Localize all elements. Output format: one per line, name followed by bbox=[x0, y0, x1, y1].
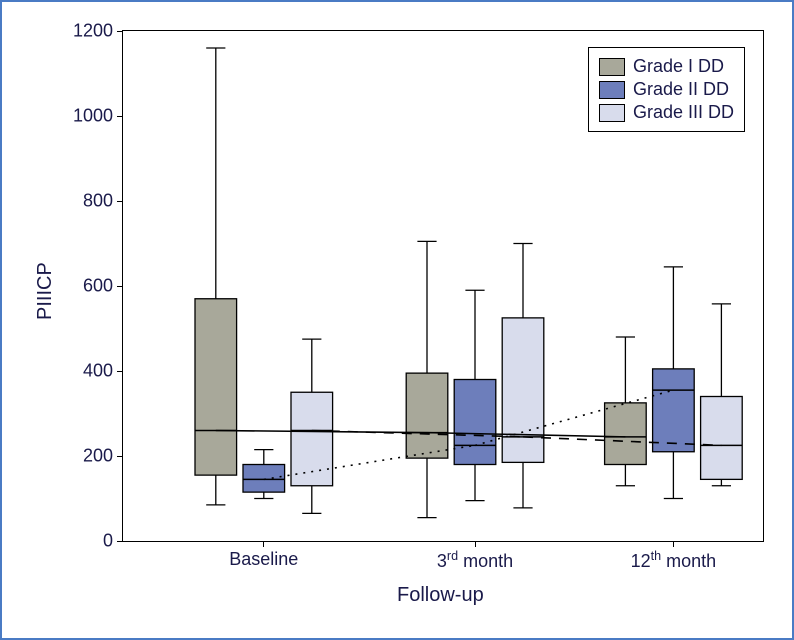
y-tick-label: 600 bbox=[83, 276, 123, 297]
x-tick-label: Baseline bbox=[229, 541, 298, 570]
x-tick-label: 3rd month bbox=[437, 541, 513, 572]
plot-area: Grade I DDGrade II DDGrade III DD 020040… bbox=[122, 30, 764, 542]
legend-label: Grade II DD bbox=[633, 79, 729, 100]
legend-row: Grade I DD bbox=[599, 56, 734, 77]
y-tick-label: 1200 bbox=[73, 21, 123, 42]
legend-swatch bbox=[599, 58, 625, 76]
legend-label: Grade III DD bbox=[633, 102, 734, 123]
y-axis-label: PIIICP bbox=[34, 262, 57, 320]
y-tick-label: 1000 bbox=[73, 106, 123, 127]
x-tick-label: 12th month bbox=[631, 541, 717, 572]
figure-frame: Grade I DDGrade II DDGrade III DD 0 200 40… bbox=[0, 0, 794, 640]
y-tick-label: 400 bbox=[83, 361, 123, 382]
legend-label: Grade I DD bbox=[633, 56, 724, 77]
y-tick-label: 200 bbox=[83, 446, 123, 467]
legend-row: Grade III DD bbox=[599, 102, 734, 123]
legend-swatch bbox=[599, 104, 625, 122]
legend: Grade I DDGrade II DDGrade III DD bbox=[588, 47, 745, 132]
y-tick-label: 0 bbox=[103, 531, 123, 552]
y-tick-label: 800 bbox=[83, 191, 123, 212]
legend-row: Grade II DD bbox=[599, 79, 734, 100]
legend-swatch bbox=[599, 81, 625, 99]
x-axis-label: Follow-up bbox=[397, 584, 484, 607]
